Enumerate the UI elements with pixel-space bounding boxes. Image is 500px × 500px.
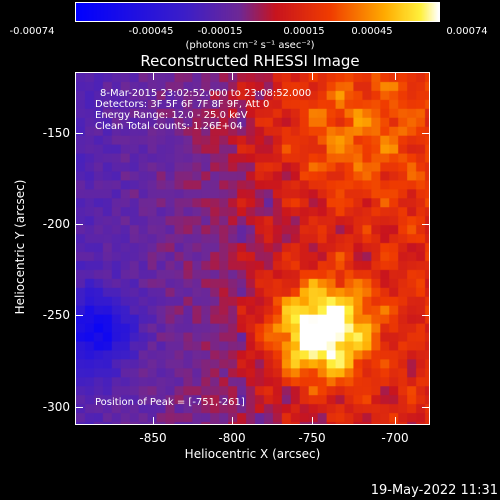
- rhessi-image: [76, 73, 429, 424]
- image-plot: [75, 72, 430, 425]
- y-tick-label: -200: [42, 217, 70, 231]
- energy-range-text: Energy Range: 12.0 - 25.0 keV: [95, 110, 248, 121]
- x-tick-label: -800: [218, 431, 246, 445]
- y-tick-label: -150: [42, 126, 70, 140]
- x-tick-label: -850: [139, 431, 167, 445]
- x-tick-label: -750: [298, 431, 326, 445]
- colorbar-tick-label: -0.00045: [128, 26, 174, 37]
- colorbar-units: (photons cm⁻² s⁻¹ asec⁻²): [185, 40, 315, 51]
- time-range-text: 8-Mar-2015 23:02:52.000 to 23:08:52.000: [100, 88, 312, 99]
- timestamp: 19-May-2022 11:31: [370, 483, 498, 498]
- y-tick-label: -250: [42, 308, 70, 322]
- colorbar-tick-label: 0.00045: [351, 26, 393, 37]
- colorbar-gradient: [76, 3, 439, 21]
- peak-position-text: Position of Peak = [-751,-261]: [95, 397, 245, 408]
- colorbar-tick-label: 0.00074: [446, 26, 488, 37]
- y-axis-label: Heliocentric Y (arcsec): [13, 179, 27, 315]
- colorbar-tick-label: 0.00015: [283, 26, 325, 37]
- clean-counts-text: Clean Total counts: 1.26E+04: [95, 121, 243, 132]
- colorbar-tick-label: -0.00074: [9, 26, 55, 37]
- x-axis-label: Heliocentric X (arcsec): [184, 447, 321, 461]
- plot-title: Reconstructed RHESSI Image: [140, 52, 360, 70]
- detectors-text: Detectors: 3F 5F 6F 7F 8F 9F, Att 0: [95, 99, 270, 110]
- colorbar-tick-label: -0.00015: [197, 26, 243, 37]
- y-tick-label: -300: [42, 400, 70, 414]
- x-tick-label: -700: [381, 431, 409, 445]
- colorbar: [75, 2, 440, 22]
